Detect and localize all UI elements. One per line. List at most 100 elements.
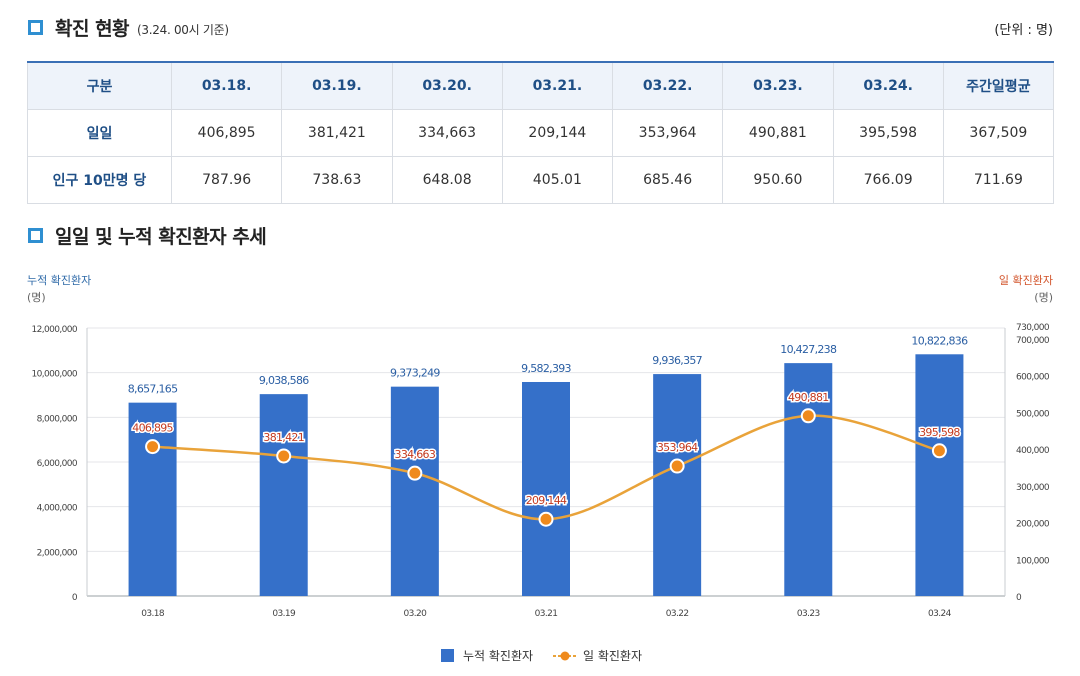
header-cell: 03.22. [611, 61, 724, 110]
table-cell: 766.09 [832, 155, 944, 204]
bar [915, 354, 964, 596]
table-cell: 648.08 [391, 155, 503, 204]
header-cell: 03.18. [170, 61, 283, 110]
header-cell: 03.19. [281, 61, 393, 110]
table-header-row: 구분 03.18. 03.19. 03.20. 03.21. 03.22. 03… [27, 61, 1055, 110]
header-cell: 03.23. [722, 61, 834, 110]
right-tick-label: 200,000 [1016, 520, 1050, 530]
bar [653, 374, 702, 596]
bar-value-label: 9,936,357 [652, 354, 702, 367]
right-tick-label: 500,000 [1016, 409, 1050, 419]
left-tick-label: 10,000,000 [31, 370, 77, 380]
left-tick-label: 4,000,000 [37, 504, 78, 514]
left-tick-label: 6,000,000 [37, 459, 78, 469]
right-tick-label: 730,000 [1016, 323, 1050, 333]
bar-value-label: 9,038,586 [259, 374, 309, 387]
x-tick-label: 03.19 [272, 609, 296, 619]
line-point [145, 439, 161, 455]
table-cell: 711.69 [942, 155, 1055, 204]
line-series: 406,895 381,421 334,663 209,144 353,964 490,8… [131, 389, 963, 527]
table-cell: 381,421 [281, 108, 393, 157]
trend-chart: 누적 확진환자 (명) 일 확진환자 (명) 0 2,000,000 4,000,0… [27, 273, 1053, 663]
table-cell: 490,881 [722, 108, 834, 157]
bar-labels: 8,657,165 9,038,586 9,373,249 9,582,393 9,93… [128, 334, 969, 396]
x-tick-label: 03.24 [928, 609, 952, 619]
bar-value-label: 10,822,836 [911, 334, 968, 347]
left-axis-title: 누적 확진환자 [27, 274, 91, 287]
table-cell: 406,895 [170, 108, 283, 157]
right-axis-unit: (명) [1034, 291, 1053, 304]
square-bullet-icon [28, 228, 43, 243]
header-cell: 구분 [27, 61, 172, 110]
left-tick-label: 2,000,000 [37, 548, 78, 558]
left-tick-label: 12,000,000 [31, 325, 77, 335]
table-cell: 334,663 [391, 108, 503, 157]
bar-series [128, 354, 964, 596]
x-tick-label: 03.21 [535, 609, 558, 619]
table-row: 인구 10만명 당 787.96 738.63 648.08 405.01 68… [27, 155, 1055, 204]
right-tick-label: 600,000 [1016, 373, 1050, 383]
table-cell: 685.46 [611, 155, 724, 204]
square-bullet-icon [28, 20, 43, 35]
header-cell: 03.20. [391, 61, 503, 110]
legend-line-marker [560, 651, 570, 661]
x-tick-label: 03.18 [141, 609, 165, 619]
x-tick-label: 03.20 [403, 609, 427, 619]
right-tick-label: 400,000 [1016, 446, 1050, 456]
right-axis-ticks: 0 100,000 200,000 300,000 400,000 500,000 600,… [1016, 323, 1050, 603]
bar [128, 402, 177, 596]
legend-bar-swatch [441, 649, 454, 662]
line-point [931, 443, 947, 459]
section-header-status: 확진 현황 (3.24. 00시 기준) [28, 14, 229, 41]
table-cell: 367,509 [942, 108, 1055, 157]
bar [522, 381, 570, 596]
table-cell: 395,598 [832, 108, 944, 157]
line-value-label: 490,881 [788, 391, 829, 404]
right-tick-label: 700,000 [1016, 336, 1050, 346]
x-axis-ticks: 03.18 03.19 03.20 03.21 03.22 03.23 03.24 [141, 609, 952, 619]
line-point [800, 408, 816, 424]
row-label: 인구 10만명 당 [27, 155, 172, 204]
table-cell: 950.60 [722, 155, 834, 204]
bar-value-label: 9,582,393 [521, 362, 571, 375]
table-cell: 738.63 [281, 155, 393, 204]
section-title: 확진 현황 [55, 18, 130, 40]
right-tick-label: 300,000 [1016, 483, 1050, 493]
left-axis-unit: (명) [27, 291, 46, 304]
line-point [669, 458, 685, 474]
x-tick-label: 03.23 [797, 609, 820, 619]
line-value-label: 406,895 [132, 422, 173, 435]
line-value-label: 353,964 [657, 441, 698, 454]
table-cell: 353,964 [611, 108, 724, 157]
line-value-label: 334,663 [395, 448, 436, 461]
line-point [538, 511, 554, 527]
bar [784, 363, 833, 596]
section-subtitle: (3.24. 00시 기준) [137, 22, 229, 37]
section-title: 일일 및 누적 확진환자 추세 [55, 226, 267, 248]
unit-label: (단위 : 명) [994, 23, 1053, 38]
x-tick-label: 03.22 [666, 609, 689, 619]
legend-bar-label: 누적 확진환자 [463, 649, 533, 663]
bar-value-label: 8,657,165 [128, 383, 178, 396]
left-tick-label: 0 [72, 593, 78, 603]
table-cell: 787.96 [170, 155, 283, 204]
line-value-label: 395,598 [919, 426, 960, 439]
left-tick-label: 8,000,000 [37, 414, 78, 424]
right-tick-label: 0 [1016, 593, 1022, 603]
header-cell: 03.21. [501, 61, 614, 110]
section-header-trend: 일일 및 누적 확진환자 추세 [28, 222, 267, 249]
row-label: 일일 [27, 108, 172, 157]
table-cell: 405.01 [501, 155, 614, 204]
bar [259, 394, 308, 596]
header-cell: 주간일평균 [942, 61, 1055, 110]
line-point [407, 465, 423, 481]
right-axis-title: 일 확진환자 [999, 273, 1053, 287]
header-cell: 03.24. [832, 61, 944, 110]
stats-table: 구분 03.18. 03.19. 03.20. 03.21. 03.22. 03… [27, 61, 1055, 204]
table-row: 일일 406,895 381,421 334,663 209,144 353,9… [27, 108, 1055, 157]
bar [390, 386, 439, 596]
line-value-label: 209,144 [526, 494, 567, 507]
left-axis-ticks: 0 2,000,000 4,000,000 6,000,000 8,000,000 10,… [31, 325, 78, 603]
right-tick-label: 100,000 [1016, 556, 1050, 566]
chart-legend: 누적 확진환자 일 확진환자 [441, 649, 642, 663]
